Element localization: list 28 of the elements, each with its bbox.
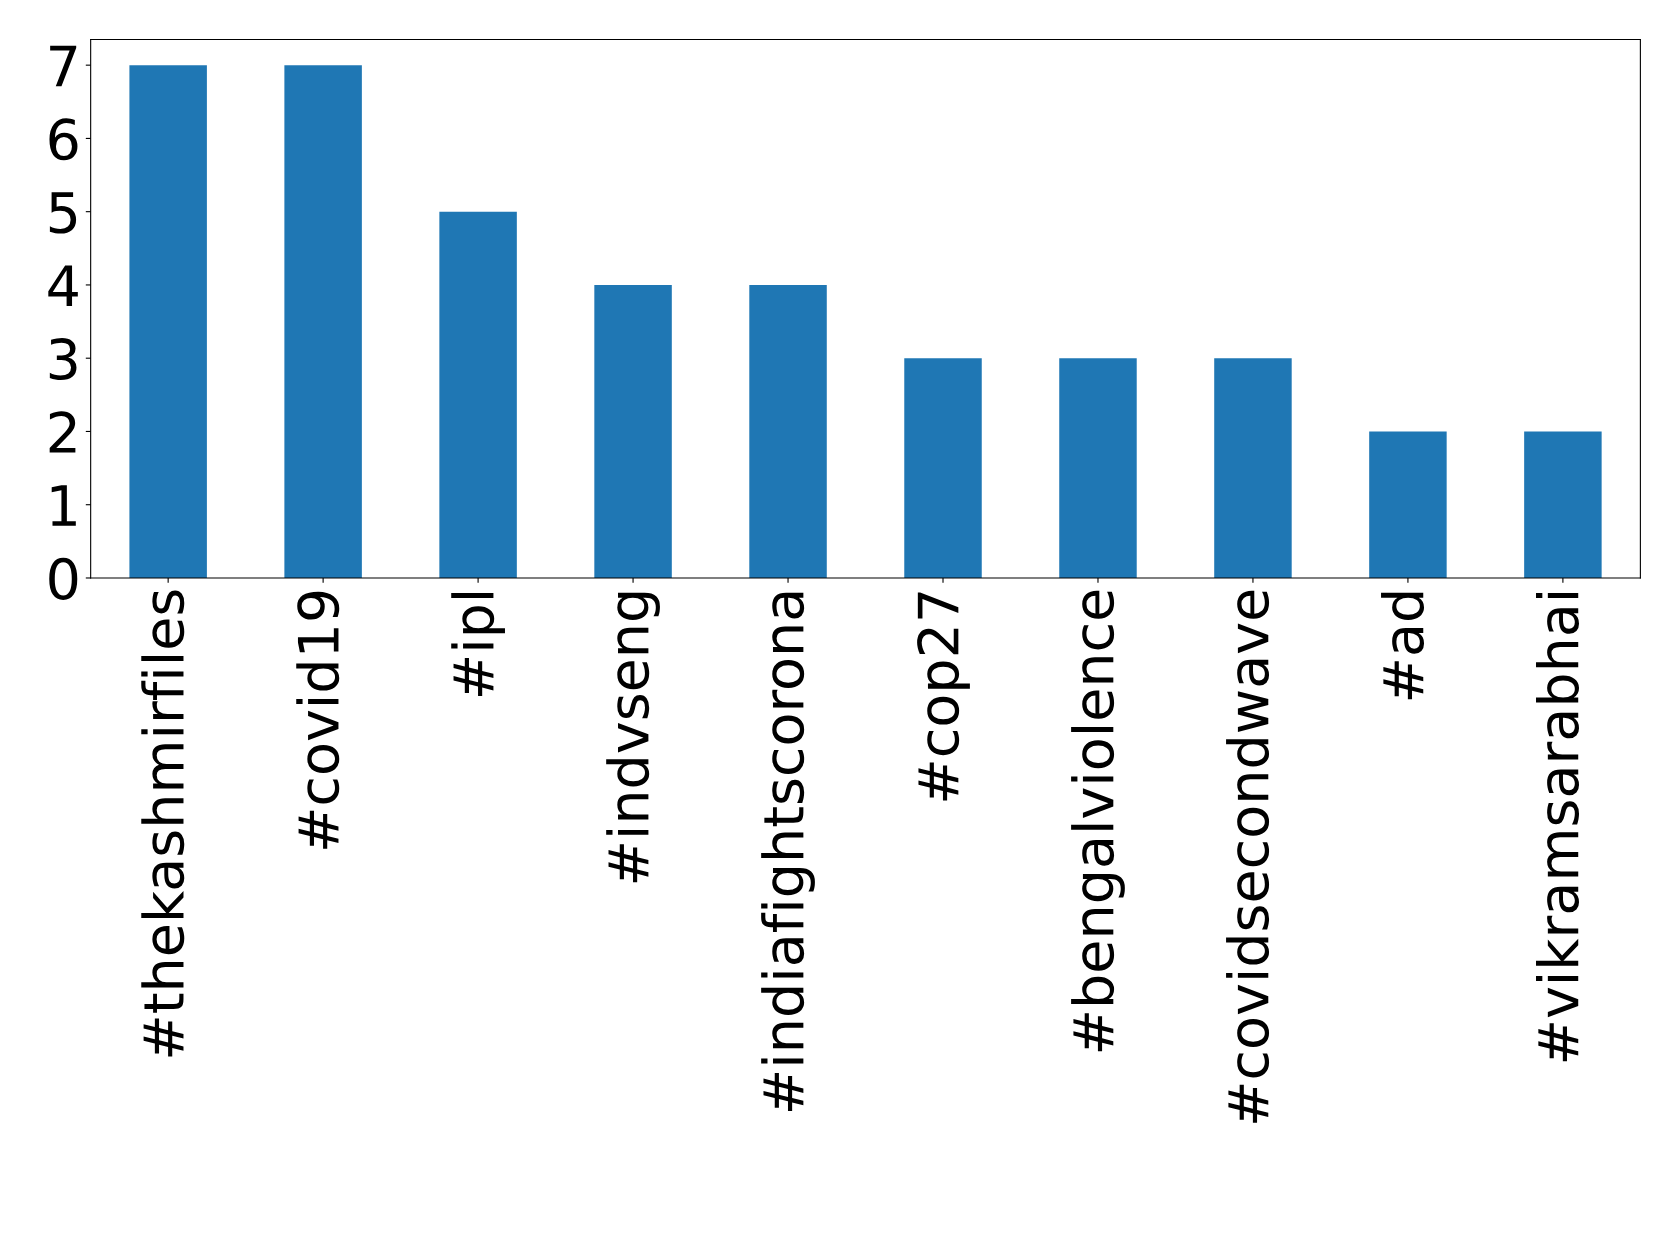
x-tick-label: #bengalviolence xyxy=(1071,590,1125,1052)
y-tick-label: 0 xyxy=(49,557,78,600)
x-tick-label: #cop27 xyxy=(917,592,970,801)
x-tick-label: #covidsecondwave xyxy=(1226,590,1270,1123)
y-tick-label: 6 xyxy=(49,118,78,161)
bar xyxy=(1524,431,1602,578)
x-tick-label: #ad xyxy=(1381,592,1425,700)
bar xyxy=(1214,358,1292,578)
x-tick-label: #ipl xyxy=(451,592,505,697)
bar xyxy=(1059,358,1137,578)
y-tick-label: 7 xyxy=(50,45,77,87)
bar xyxy=(284,65,362,578)
bar xyxy=(904,358,982,578)
y-tick-label: 4 xyxy=(48,265,78,307)
y-tick-label: 2 xyxy=(49,411,76,453)
x-tick-label: #covid19 xyxy=(296,591,340,849)
y-tick-label: 1 xyxy=(51,485,76,526)
x-tick-label: #vikramsarabhai xyxy=(1536,592,1580,1062)
x-tick-label: #thekashmirfiles xyxy=(141,590,185,1057)
y-tick-label: 3 xyxy=(49,338,77,381)
x-tick-label: #indiafightscorona xyxy=(761,592,815,1111)
bar xyxy=(1369,431,1447,578)
bar xyxy=(749,284,827,578)
bar xyxy=(594,284,672,578)
x-tick-label: #indvseng xyxy=(606,592,660,883)
y-tick-label: 5 xyxy=(49,192,77,234)
bar xyxy=(129,65,207,578)
bar xyxy=(439,211,517,578)
